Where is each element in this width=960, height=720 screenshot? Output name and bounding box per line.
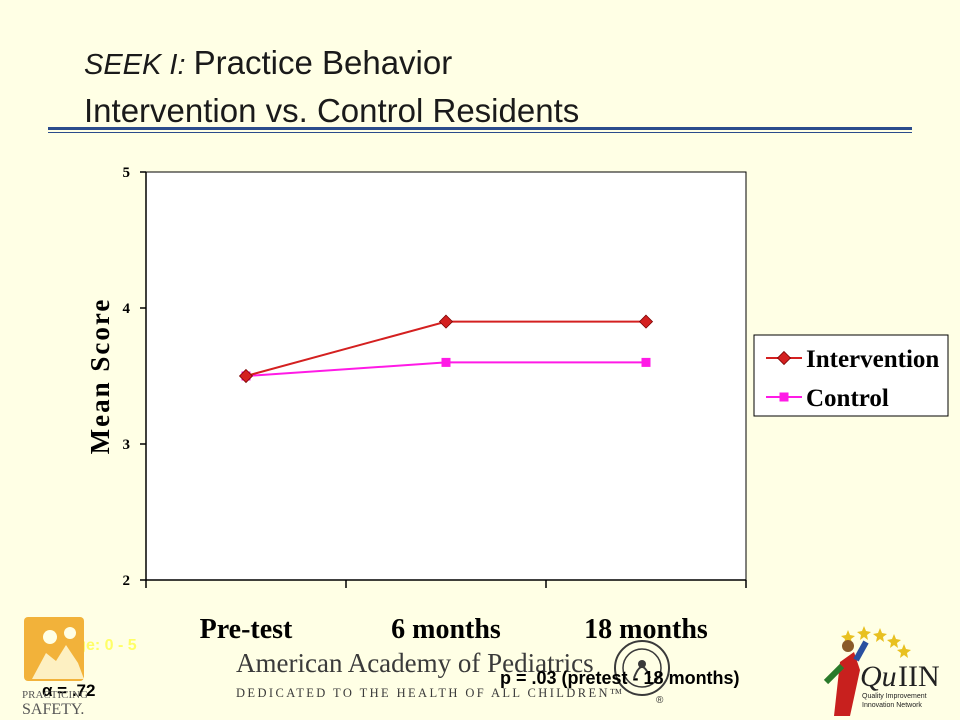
y-tick-label: 5 <box>123 165 131 181</box>
intervention-legend-label: Intervention <box>806 346 939 373</box>
svg-text:PRACTICING: PRACTICING <box>22 689 88 701</box>
alpha-note: α = .72 <box>42 681 96 700</box>
intervention-data-point <box>438 314 454 329</box>
aap-tagline: DEDICATED TO THE HEALTH OF ALL CHILDREN™ <box>236 686 625 700</box>
y-axis-label: Mean Score <box>85 298 115 455</box>
svg-text:Qu: Qu <box>860 660 897 693</box>
slide-title: SEEK I: Practice Behavior Intervention v… <box>84 40 904 133</box>
x-tick-label: 6 months <box>391 614 501 645</box>
title-rule-thin <box>48 132 912 133</box>
svg-text:Quality Improvement: Quality Improvement <box>862 693 927 700</box>
svg-text:SAFETY.: SAFETY. <box>22 701 84 718</box>
aap-seal <box>614 640 670 696</box>
practicing-safety-logo: PRACTICING SAFETY. <box>22 617 88 718</box>
plot-area <box>145 171 747 581</box>
p-value-note: p = .03 (pretest - 18 months) <box>500 668 740 688</box>
y-tick-label: 2 <box>123 573 131 589</box>
intervention-legend-marker <box>776 350 792 366</box>
title-lead: SEEK I: <box>84 49 194 81</box>
control-data-point <box>441 357 451 367</box>
title-subtitle: Intervention vs. Control Residents <box>84 92 580 129</box>
quiin-logo: Qu IIN Quality Improvement Innovation Ne… <box>823 626 940 716</box>
intervention-data-point <box>638 314 654 329</box>
legend-box <box>753 334 949 417</box>
registered-mark: ® <box>656 695 664 706</box>
control-legend-label: Control <box>806 385 889 412</box>
y-tick-label: 3 <box>123 437 131 453</box>
svg-text:IIN: IIN <box>898 660 940 693</box>
control-legend-marker <box>779 392 789 402</box>
y-tick-label: 4 <box>123 301 131 317</box>
aap-wordmark: American Academy of Pediatrics DEDICATED… <box>236 648 656 701</box>
svg-text:Innovation Network: Innovation Network <box>862 702 922 709</box>
aap-name: American Academy of Pediatrics <box>236 648 594 678</box>
title-main: Practice Behavior <box>193 44 453 81</box>
x-tick-label: 18 months <box>584 614 708 645</box>
x-tick-label: Pre-test <box>200 614 293 645</box>
title-rule-thick <box>48 127 912 130</box>
intervention-data-point <box>238 368 254 384</box>
control-data-point <box>641 357 651 367</box>
